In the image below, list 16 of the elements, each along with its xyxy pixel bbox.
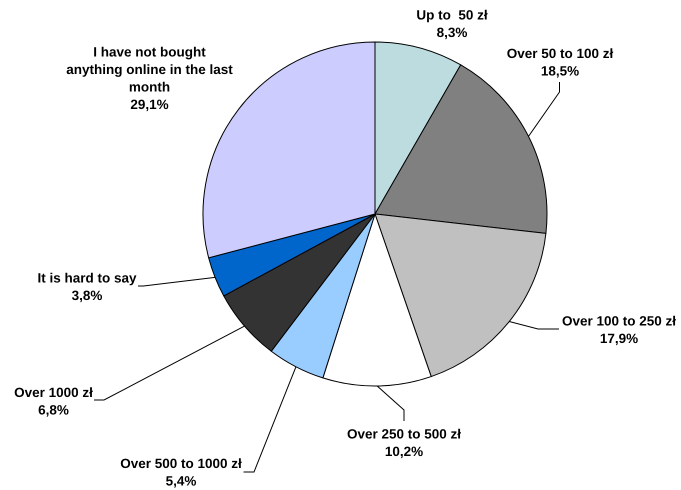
data-label: 17,9% [600,331,638,346]
slice-label: Over 1000 zł [14,385,94,400]
slice-label: I have not bought anything online in the last month [66,44,234,94]
slice-label: Over 250 to 500 zł [346,426,462,442]
data-label: 10,2% [384,444,424,459]
slice-label: Over 50 to 100 zł [506,46,614,61]
data-label: 6,8% [38,402,69,418]
data-label: 29,1% [130,97,169,112]
slice-label: It is hard to say [37,270,138,286]
data-label: 8,3% [436,25,468,40]
data-label: 3,8% [72,288,102,303]
data-label: 18,5% [540,64,580,78]
slice-label: Over 100 to 250 zł [562,314,676,328]
slice-label: Up to 50 zł [416,8,488,22]
data-label: 5,4% [166,474,196,488]
slice-label: Over 500 to 1000 zł [120,456,242,471]
